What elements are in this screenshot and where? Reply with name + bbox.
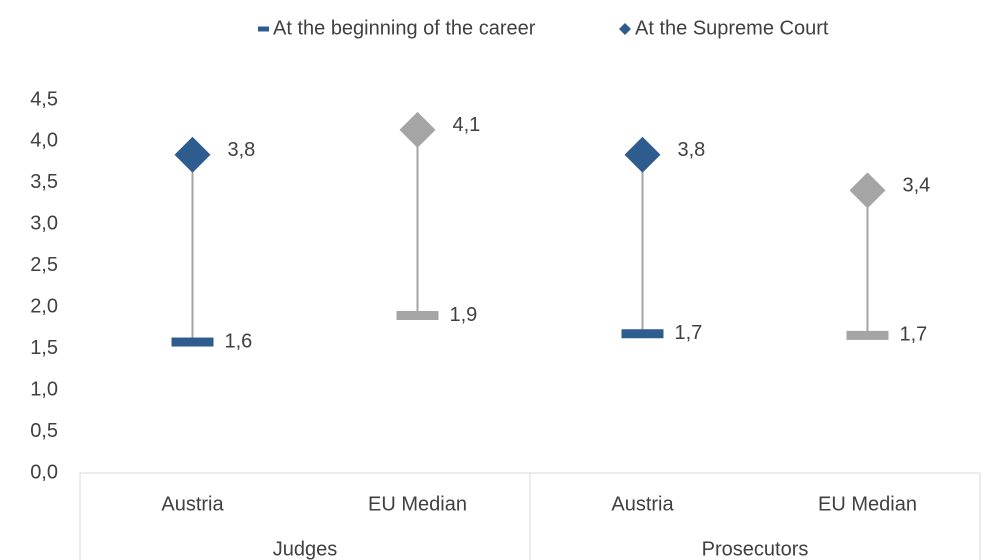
diamond-marker [399, 111, 436, 148]
dash-marker [396, 311, 439, 321]
value-label: 3,4 [903, 175, 931, 197]
diamond-marker [849, 172, 886, 209]
legend-label: At the Supreme Court [635, 17, 829, 39]
value-label: 1,6 [225, 330, 253, 352]
x-tick-label: Austria [161, 493, 224, 515]
y-tick-label: 2,5 [30, 254, 58, 276]
y-tick-label: 4,0 [30, 130, 58, 152]
y-tick-label: 2,0 [30, 296, 58, 318]
value-label: 4,1 [453, 114, 481, 136]
value-label: 1,7 [675, 322, 703, 344]
y-tick-label: 3,0 [30, 213, 58, 235]
x-tick-label: Austria [611, 493, 674, 515]
group-label: Prosecutors [702, 538, 809, 560]
dash-marker [621, 329, 664, 339]
value-label: 3,8 [678, 139, 706, 161]
legend-marker [258, 26, 269, 32]
legend-marker [619, 23, 631, 35]
value-label: 3,8 [228, 139, 256, 161]
value-label: 1,9 [450, 304, 478, 326]
y-tick-label: 0,5 [30, 420, 58, 442]
y-tick-label: 1,0 [30, 378, 58, 400]
dash-marker [846, 330, 889, 340]
x-tick-label: EU Median [368, 493, 467, 515]
y-tick-label: 1,5 [30, 337, 58, 359]
legend-label: At the beginning of the career [273, 17, 536, 39]
group-label: Judges [273, 538, 338, 560]
value-label: 1,7 [900, 324, 928, 346]
x-tick-label: EU Median [818, 493, 917, 515]
diamond-marker [624, 136, 661, 173]
dash-marker [171, 337, 214, 347]
y-tick-label: 3,5 [30, 171, 58, 193]
y-tick-label: 4,5 [30, 88, 58, 110]
y-tick-label: 0,0 [30, 461, 58, 483]
diamond-marker [174, 136, 211, 173]
